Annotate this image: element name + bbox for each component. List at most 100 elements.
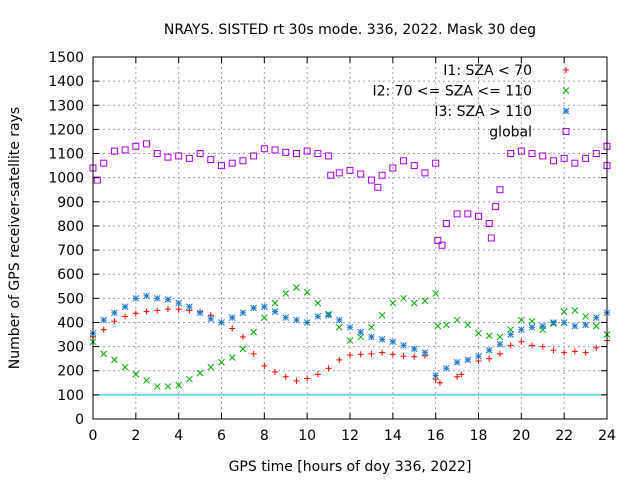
y-tick-label: 700: [57, 243, 84, 259]
data-point: [260, 145, 268, 153]
y-tick-label: 100: [57, 388, 84, 404]
data-point: [400, 342, 407, 349]
y-tick-label: 800: [57, 219, 84, 235]
y-tick-label: 400: [57, 315, 84, 331]
data-point: [100, 350, 108, 358]
data-point: [336, 356, 343, 363]
data-point: [218, 358, 225, 366]
x-tick-label: 14: [384, 428, 402, 444]
y-tick-label: 0: [75, 412, 84, 428]
data-point: [153, 150, 161, 158]
data-point: [421, 169, 429, 177]
series-2: [89, 284, 611, 390]
data-point: [432, 159, 440, 167]
y-tick-label: 1500: [48, 50, 84, 66]
data-point: [367, 176, 375, 184]
data-point: [528, 150, 536, 158]
data-point: [250, 152, 258, 160]
data-point: [228, 354, 236, 361]
data-point: [282, 148, 290, 156]
data-point: [111, 309, 118, 317]
legend-label: I3: SZA > 110: [434, 104, 532, 120]
data-point: [325, 365, 332, 372]
data-point: [335, 316, 343, 324]
data-point: [272, 368, 279, 375]
data-point: [571, 159, 579, 167]
data-point: [143, 308, 150, 315]
data-point: [250, 350, 257, 357]
data-point: [228, 314, 236, 321]
data-point: [486, 355, 493, 362]
data-point: [143, 292, 150, 300]
data-point: [464, 356, 472, 364]
data-point: [186, 303, 193, 311]
y-axis-label: Number of GPS receiver-satellite rays: [7, 107, 23, 369]
data-point: [561, 349, 568, 356]
data-point: [400, 353, 407, 360]
y-tick-label: 600: [57, 267, 84, 283]
data-point: [475, 352, 482, 360]
data-point: [528, 323, 536, 331]
x-tick-label: 0: [89, 428, 98, 444]
data-point: [550, 347, 557, 354]
data-point: [186, 375, 193, 383]
data-point: [218, 319, 225, 326]
data-point: [410, 345, 418, 353]
data-point: [153, 294, 161, 302]
y-tick-label: 200: [57, 364, 84, 380]
data-point: [496, 340, 504, 348]
data-point: [175, 306, 182, 313]
data-point: [239, 345, 247, 353]
data-point: [368, 323, 375, 331]
data-point: [517, 326, 525, 334]
data-point: [421, 349, 429, 356]
data-point: [432, 290, 440, 297]
data-point: [453, 316, 461, 324]
data-point: [293, 377, 300, 384]
data-point: [239, 333, 246, 340]
data-point: [378, 336, 386, 343]
x-tick-label: 24: [598, 428, 616, 444]
data-point: [132, 370, 140, 378]
data-point: [314, 371, 321, 378]
x-tick-label: 12: [341, 428, 359, 444]
data-point: [389, 299, 397, 307]
x-tick-label: 8: [260, 428, 269, 444]
data-point: [507, 331, 514, 338]
data-point: [518, 338, 525, 345]
data-point: [271, 308, 279, 315]
legend-label: I2: 70 <= SZA <= 110: [372, 84, 532, 100]
data-point: [410, 162, 418, 170]
data-point: [260, 303, 268, 311]
data-point: [357, 328, 365, 336]
y-tick-label: 900: [57, 195, 84, 211]
data-point: [196, 369, 204, 377]
data-point: [314, 150, 322, 158]
data-point: [110, 147, 118, 155]
data-point: [592, 314, 600, 321]
data-point: [517, 147, 525, 155]
data-point: [164, 383, 172, 390]
data-point: [539, 322, 547, 330]
data-point: [434, 322, 442, 330]
y-tick-label: 1000: [48, 171, 84, 187]
data-point: [539, 343, 546, 350]
data-point: [464, 210, 472, 218]
data-point: [175, 381, 183, 389]
legend-marker: [562, 107, 570, 115]
data-point: [592, 150, 600, 158]
data-point: [507, 150, 515, 158]
data-point: [550, 319, 557, 326]
data-point: [374, 183, 382, 191]
data-point: [164, 153, 172, 161]
data-point: [496, 186, 504, 194]
series-3: [89, 292, 611, 379]
data-point: [389, 338, 397, 346]
data-point: [250, 328, 257, 336]
data-point: [261, 362, 268, 369]
x-tick-label: 20: [512, 428, 530, 444]
y-tick-label: 1300: [48, 98, 84, 114]
data-point: [314, 313, 322, 320]
data-point: [582, 313, 589, 320]
data-point: [389, 351, 396, 358]
